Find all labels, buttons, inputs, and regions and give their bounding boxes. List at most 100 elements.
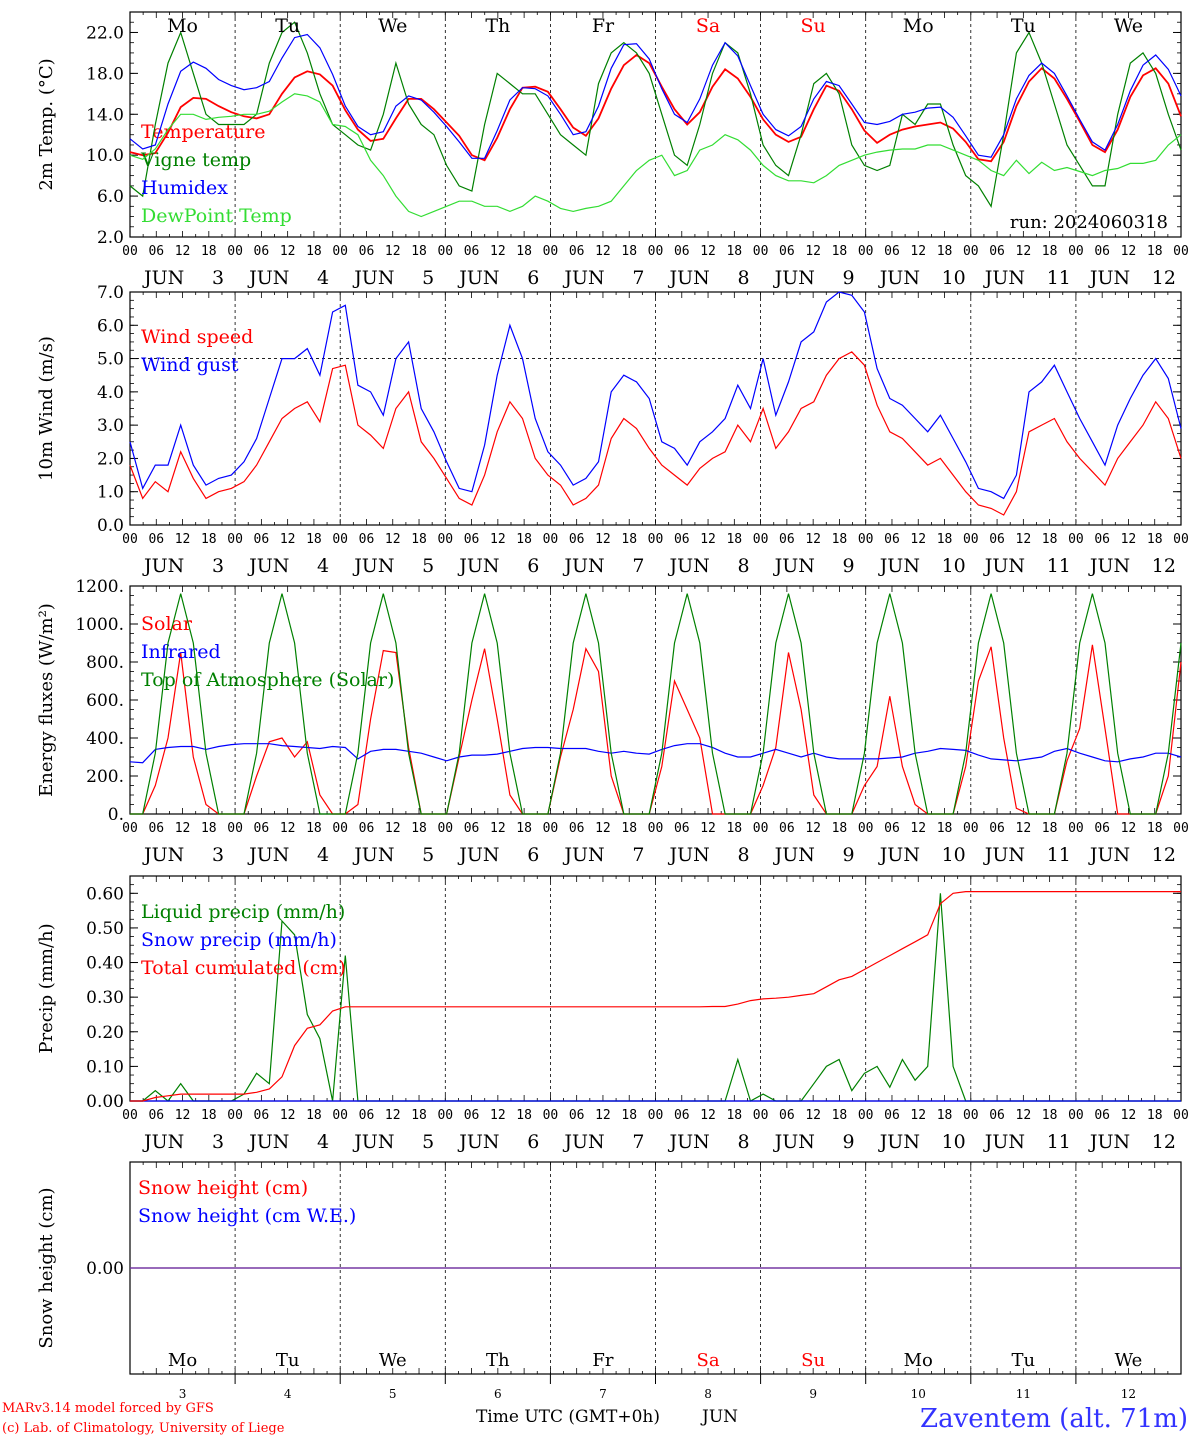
hour-label: 06 — [464, 532, 480, 547]
date-day-label: 12 — [1152, 555, 1176, 577]
hour-label: 00 — [332, 244, 348, 259]
hour-label: 00 — [1173, 821, 1189, 836]
month-label: JUN — [700, 1407, 738, 1427]
y-tick-label: 1000. — [75, 615, 124, 635]
model-credit: MARv3.14 model forced by GFS — [2, 1401, 214, 1416]
hour-label: 06 — [884, 1108, 900, 1123]
date-day-label: 11 — [1047, 844, 1071, 866]
hour-label: 06 — [148, 532, 164, 547]
date-day-label: 9 — [843, 267, 855, 289]
date-day-label: 7 — [632, 1131, 644, 1153]
date-day-label: 9 — [843, 555, 855, 577]
hour-label: 06 — [359, 1108, 375, 1123]
hour-label: 12 — [280, 532, 296, 547]
legend-entry: Wind speed — [141, 326, 253, 348]
date-month-label: JUN — [457, 844, 499, 866]
date-month-label: JUN — [247, 555, 289, 577]
date-month-label: JUN — [1088, 1131, 1130, 1153]
hour-label: 00 — [543, 244, 559, 259]
date-month-label: JUN — [1088, 267, 1130, 289]
hour-label: 00 — [227, 244, 243, 259]
hour-label: 00 — [543, 1108, 559, 1123]
date-month-label: JUN — [773, 1131, 815, 1153]
hour-label: 00 — [437, 244, 453, 259]
hour-label: 06 — [779, 244, 795, 259]
hour-label: 06 — [569, 821, 585, 836]
day-number: 3 — [179, 1387, 187, 1401]
y-tick-label: 0.00 — [86, 1092, 124, 1112]
hour-label: 18 — [306, 244, 322, 259]
y-tick-label: 6.0 — [97, 187, 124, 207]
date-day-label: 12 — [1152, 844, 1176, 866]
hour-label: 00 — [963, 532, 979, 547]
date-day-label: 3 — [212, 1131, 224, 1153]
hour-label: 06 — [464, 821, 480, 836]
y-tick-label: 200. — [86, 767, 124, 787]
hour-label: 00 — [963, 1108, 979, 1123]
station-title: Zaventem (alt. 71m) — [920, 1404, 1188, 1434]
y-tick-label: 5.0 — [97, 350, 124, 370]
hour-label: 00 — [1068, 1108, 1084, 1123]
hour-label: 00 — [858, 821, 874, 836]
hour-label: 00 — [858, 1108, 874, 1123]
hour-label: 12 — [385, 532, 401, 547]
hour-label: 12 — [910, 821, 926, 836]
day-number: 10 — [911, 1387, 926, 1401]
hour-label: 12 — [910, 1108, 926, 1123]
y-tick-label: 0.20 — [86, 1023, 124, 1043]
legend-entry: Snow precip (mm/h) — [141, 929, 337, 951]
date-day-label: 12 — [1152, 1131, 1176, 1153]
hour-label: 06 — [779, 821, 795, 836]
hour-label: 06 — [1094, 244, 1110, 259]
date-month-label: JUN — [352, 1131, 394, 1153]
date-day-label: 5 — [422, 555, 434, 577]
hour-label: 12 — [805, 1108, 821, 1123]
date-month-label: JUN — [457, 555, 499, 577]
hour-label: 18 — [1042, 244, 1058, 259]
day-number: 11 — [1016, 1387, 1031, 1401]
hour-label: 00 — [1068, 244, 1084, 259]
hour-label: 00 — [963, 821, 979, 836]
legend-entry: Snow height (cm) — [138, 1177, 308, 1199]
hour-label: 00 — [437, 532, 453, 547]
hour-label: 06 — [884, 532, 900, 547]
hour-label: 06 — [989, 532, 1005, 547]
hour-label: 18 — [201, 244, 217, 259]
day-name: Mo — [904, 1350, 933, 1371]
day-number: 4 — [284, 1387, 292, 1401]
hour-label: 12 — [490, 1108, 506, 1123]
hour-label: 00 — [437, 1108, 453, 1123]
hour-label: 18 — [937, 1108, 953, 1123]
date-month-label: JUN — [457, 267, 499, 289]
hour-label: 12 — [910, 532, 926, 547]
hour-label: 00 — [122, 1108, 138, 1123]
day-number: 12 — [1121, 1387, 1136, 1401]
hour-label: 12 — [1016, 1108, 1032, 1123]
hour-label: 06 — [254, 244, 270, 259]
hour-label: 06 — [674, 244, 690, 259]
date-month-label: JUN — [668, 267, 710, 289]
hour-label: 06 — [569, 532, 585, 547]
date-day-label: 7 — [632, 267, 644, 289]
date-day-label: 5 — [422, 1131, 434, 1153]
hour-label: 18 — [201, 821, 217, 836]
hour-label: 12 — [1121, 244, 1137, 259]
y-tick-label: 2.0 — [97, 449, 124, 469]
day-name: Tu — [276, 1350, 300, 1371]
hour-label: 18 — [1042, 1108, 1058, 1123]
hour-label: 18 — [411, 821, 427, 836]
hour-label: 12 — [805, 821, 821, 836]
date-day-label: 4 — [317, 844, 329, 866]
date-month-label: JUN — [983, 555, 1025, 577]
date-month-label: JUN — [562, 267, 604, 289]
hour-label: 12 — [805, 532, 821, 547]
hour-label: 18 — [937, 532, 953, 547]
hour-label: 06 — [674, 1108, 690, 1123]
hour-label: 12 — [490, 244, 506, 259]
hour-label: 06 — [569, 244, 585, 259]
y-tick-label: 0.40 — [86, 954, 124, 974]
hour-label: 12 — [805, 244, 821, 259]
series-line-3 — [130, 593, 1182, 815]
hour-label: 18 — [306, 1108, 322, 1123]
